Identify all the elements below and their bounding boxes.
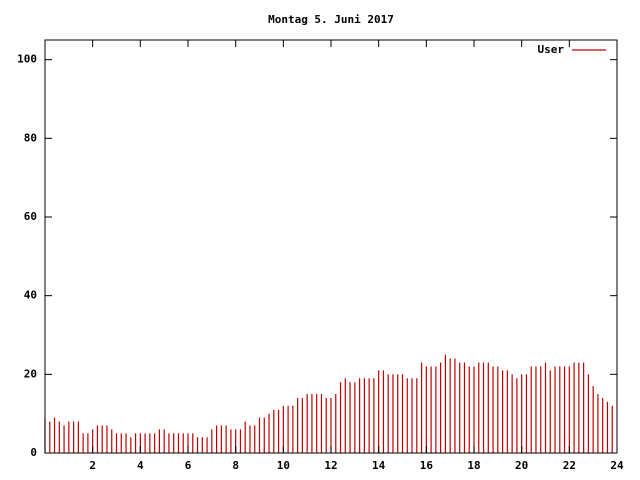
chart-title: Montag 5. Juni 2017 bbox=[268, 13, 394, 26]
x-tick-label: 14 bbox=[372, 459, 386, 472]
y-tick-label: 100 bbox=[17, 53, 37, 66]
x-tick-label: 22 bbox=[563, 459, 576, 472]
x-tick-label: 24 bbox=[610, 459, 624, 472]
y-tick-label: 60 bbox=[24, 210, 37, 223]
x-tick-label: 4 bbox=[137, 459, 144, 472]
x-tick-label: 12 bbox=[324, 459, 337, 472]
y-tick-label: 40 bbox=[24, 289, 37, 302]
legend-label: User bbox=[538, 43, 565, 56]
y-tick-label: 0 bbox=[30, 446, 37, 459]
x-tick-label: 2 bbox=[89, 459, 96, 472]
x-tick-label: 6 bbox=[185, 459, 192, 472]
x-tick-label: 10 bbox=[277, 459, 290, 472]
x-tick-label: 16 bbox=[420, 459, 434, 472]
y-tick-label: 80 bbox=[24, 131, 37, 144]
x-tick-label: 18 bbox=[467, 459, 480, 472]
x-tick-label: 20 bbox=[515, 459, 528, 472]
y-tick-label: 20 bbox=[24, 367, 37, 380]
x-tick-label: 8 bbox=[232, 459, 239, 472]
